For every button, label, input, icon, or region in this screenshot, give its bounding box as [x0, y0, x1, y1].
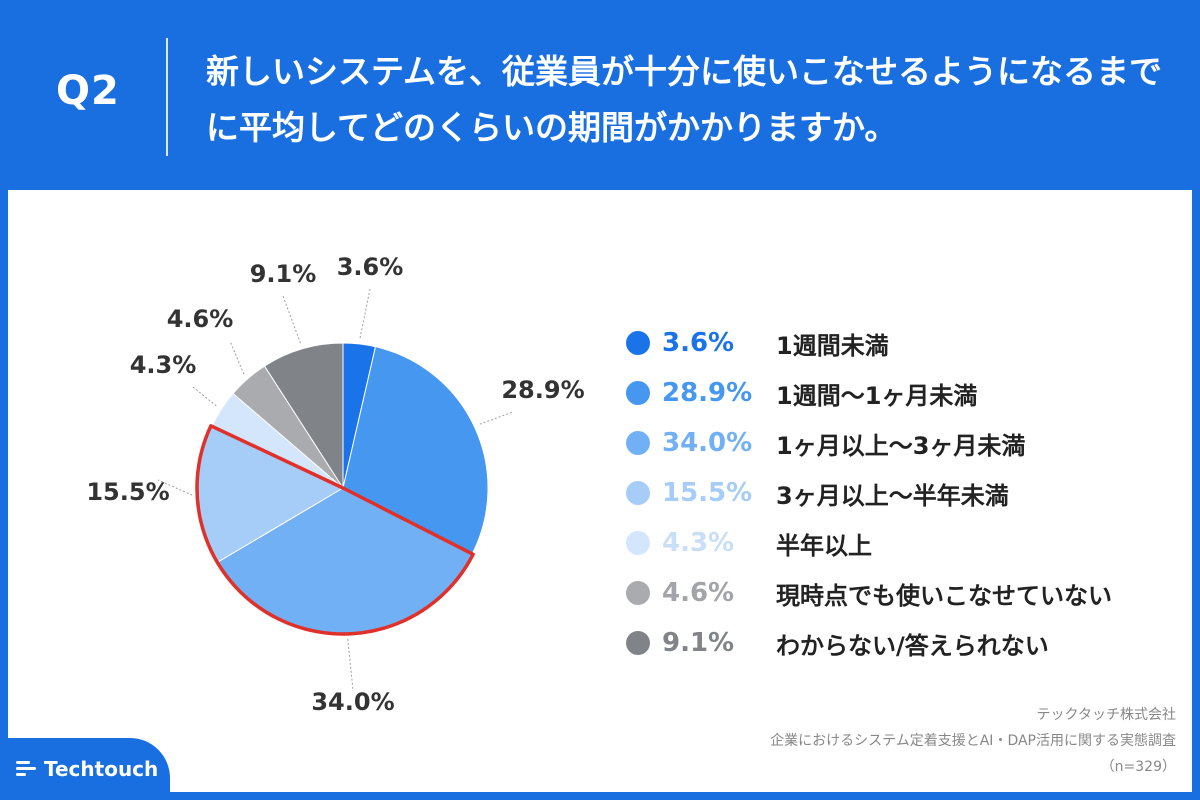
pie-slice-2 [342, 346, 489, 555]
header-divider [166, 38, 168, 156]
pie-chart: 3.6% 28.9% 34.0% 15.5% 4.3% 4.6% 9.1% [86, 253, 584, 716]
legend-dot-icon [626, 331, 650, 355]
question-number: Q2 [56, 68, 120, 114]
slice-label-4: 15.5% [86, 478, 169, 506]
slice-label-6: 4.6% [167, 305, 234, 333]
legend-value: 15.5% [662, 478, 753, 508]
legend-item: 9.1% わからない/答えられない [626, 618, 1186, 668]
highlight-outline [195, 424, 475, 636]
legend-value: 9.1% [662, 628, 735, 658]
legend-value: 34.0% [662, 428, 753, 458]
logo-text: Techtouch [44, 757, 159, 781]
legend-item: 34.0% 1ヶ月以上〜3ヶ月未満 [626, 418, 1186, 468]
legend-label: わからない/答えられない [776, 631, 1049, 660]
leader-line-5 [192, 386, 217, 407]
legend-item: 15.5% 3ヶ月以上〜半年未満 [626, 468, 1186, 518]
slice-label-5: 4.3% [130, 351, 197, 379]
legend-value: 3.6% [662, 328, 735, 358]
legend-label: 現時点でも使いこなせていない [776, 581, 1112, 610]
source-sample: （n=329） [1100, 759, 1176, 775]
source-company: テックタッチ株式会社 [1036, 707, 1176, 723]
techtouch-logo: Techtouch [0, 738, 170, 800]
legend-item: 4.3% 半年以上 [626, 518, 1186, 568]
slice-label-7: 9.1% [250, 260, 317, 288]
pie-slice-7 [263, 342, 344, 490]
chart-legend: 3.6% 1週間未満 28.9% 1週間〜1ヶ月未満 34.0% 1ヶ月以上〜3ヶ月未満 1… [626, 318, 1186, 668]
legend-dot-icon [626, 631, 650, 655]
legend-label: 1ヶ月以上〜3ヶ月未満 [776, 431, 1026, 460]
legend-dot-icon [626, 431, 650, 455]
legend-value: 28.9% [662, 378, 753, 408]
slice-label-1: 3.6% [337, 253, 404, 281]
source-note: テックタッチ株式会社 企業におけるシステム定着支援とAI・DAP活用に関する実態… [770, 702, 1176, 780]
slice-label-2: 28.9% [501, 376, 584, 404]
legend-item: 4.6% 現時点でも使いこなせていない [626, 568, 1186, 618]
leader-line-1 [359, 288, 371, 339]
logo-lines-icon [16, 761, 38, 777]
legend-value: 4.3% [662, 528, 735, 558]
leader-line-6 [229, 340, 245, 375]
legend-dot-icon [626, 531, 650, 555]
legend-label: 1週間〜1ヶ月未満 [776, 381, 978, 410]
chart-panel: 3.6% 28.9% 34.0% 15.5% 4.3% 4.6% 9.1% 3.6% 1週間未… [8, 190, 1192, 792]
leader-line-3 [347, 638, 354, 691]
leader-line-2 [479, 411, 514, 425]
legend-item: 28.9% 1週間〜1ヶ月未満 [626, 368, 1186, 418]
legend-dot-icon [626, 481, 650, 505]
legend-dot-icon [626, 381, 650, 405]
legend-label: 3ヶ月以上〜半年未満 [776, 481, 1009, 510]
leader-line-7 [282, 295, 301, 344]
source-survey: 企業におけるシステム定着支援とAI・DAP活用に関する実態調査 [770, 733, 1176, 749]
legend-label: 1週間未満 [776, 331, 889, 360]
legend-dot-icon [626, 581, 650, 605]
legend-label: 半年以上 [776, 531, 872, 560]
legend-value: 4.6% [662, 578, 735, 608]
question-text: 新しいシステムを、従業員が十分に使いこなせるようになるまでに平均してどのくらいの… [206, 52, 1163, 147]
slice-label-3: 34.0% [311, 688, 394, 716]
header-banner: Q2 新しいシステムを、従業員が十分に使いこなせるようになるまでに平均してどのく… [0, 0, 1200, 190]
legend-item: 3.6% 1週間未満 [626, 318, 1186, 368]
